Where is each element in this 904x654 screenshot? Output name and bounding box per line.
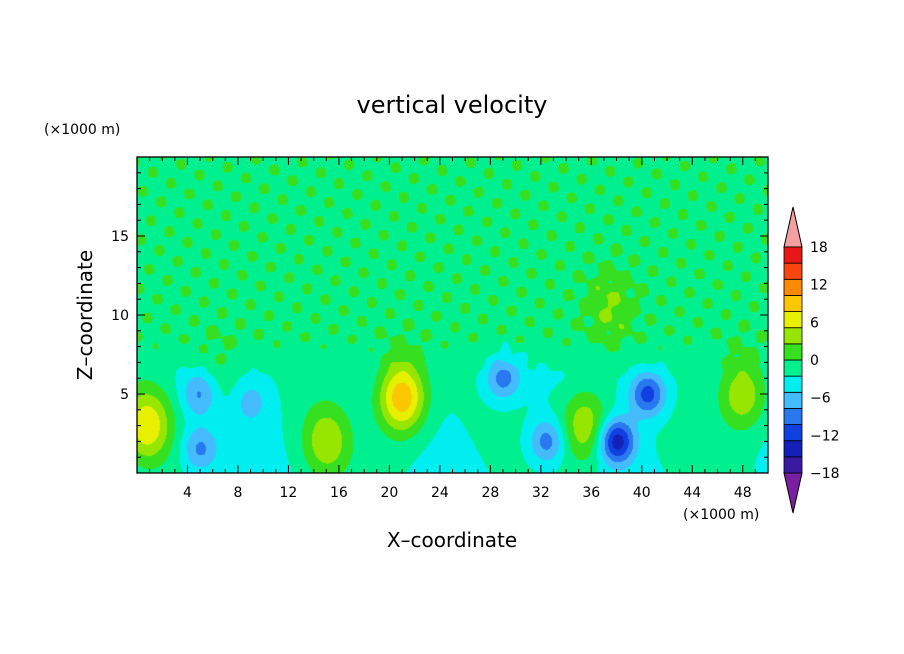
x-tick-label: 36 — [582, 485, 600, 501]
colorbar: 18 12 6 0 −6 −12 −18 — [783, 206, 840, 514]
colorbar-bin — [783, 440, 803, 458]
colorbar-bin — [783, 391, 803, 409]
colorbar-bin — [783, 375, 803, 393]
colorbar-bin — [783, 359, 803, 377]
y-tick-label: 15 — [111, 229, 129, 245]
x-tick-label: 32 — [532, 485, 550, 501]
colorbar-bin — [783, 262, 803, 280]
colorbar-tick-label: 12 — [810, 278, 828, 294]
colorbar-tick-label: 0 — [810, 353, 819, 369]
x-tick-label: 28 — [481, 485, 499, 501]
colorbar-bin — [783, 327, 803, 345]
colorbar-tick-label: −18 — [810, 466, 840, 482]
x-tick-label: 40 — [633, 485, 651, 501]
colorbar-tick-label: 18 — [810, 240, 828, 256]
x-tick-label: 20 — [380, 485, 398, 501]
chart-title: vertical velocity — [357, 91, 548, 119]
colorbar-max-extend — [783, 206, 803, 248]
colorbar-tick-label: 6 — [810, 315, 819, 331]
colorbar-tick-label: −6 — [810, 391, 831, 407]
x-tick-label: 4 — [183, 485, 192, 501]
plot-area — [137, 157, 768, 473]
x-tick-label: 12 — [280, 485, 298, 501]
colorbar-bin — [783, 343, 803, 361]
colorbar-tick-label: −12 — [810, 428, 840, 444]
x-tick-label: 24 — [431, 485, 449, 501]
colorbar-bin — [783, 456, 803, 474]
y-axis-units: (×1000 m) — [44, 122, 120, 138]
colorbar-bin — [783, 424, 803, 442]
x-axis: 4 8 12 16 20 24 28 32 36 40 44 48 — [149, 157, 756, 501]
x-tick-label: 16 — [330, 485, 348, 501]
y-axis: 5 10 15 — [111, 172, 768, 458]
colorbar-bin — [783, 278, 803, 296]
colorbar-min-extend — [783, 472, 803, 514]
x-axis-units: (×1000 m) — [683, 507, 759, 523]
colorbar-bin — [783, 246, 803, 264]
velocity-field — [137, 157, 768, 473]
y-axis-label: Z–coordinate — [73, 250, 97, 380]
x-tick-label: 8 — [233, 485, 242, 501]
x-tick-label: 48 — [734, 485, 752, 501]
x-axis-label: X–coordinate — [387, 528, 517, 552]
colorbar-bin — [783, 295, 803, 312]
y-tick-label: 10 — [111, 308, 129, 324]
colorbar-bin — [783, 311, 803, 329]
colorbar-bin — [783, 408, 803, 425]
x-tick-label: 44 — [683, 485, 701, 501]
y-tick-label: 5 — [120, 387, 129, 403]
